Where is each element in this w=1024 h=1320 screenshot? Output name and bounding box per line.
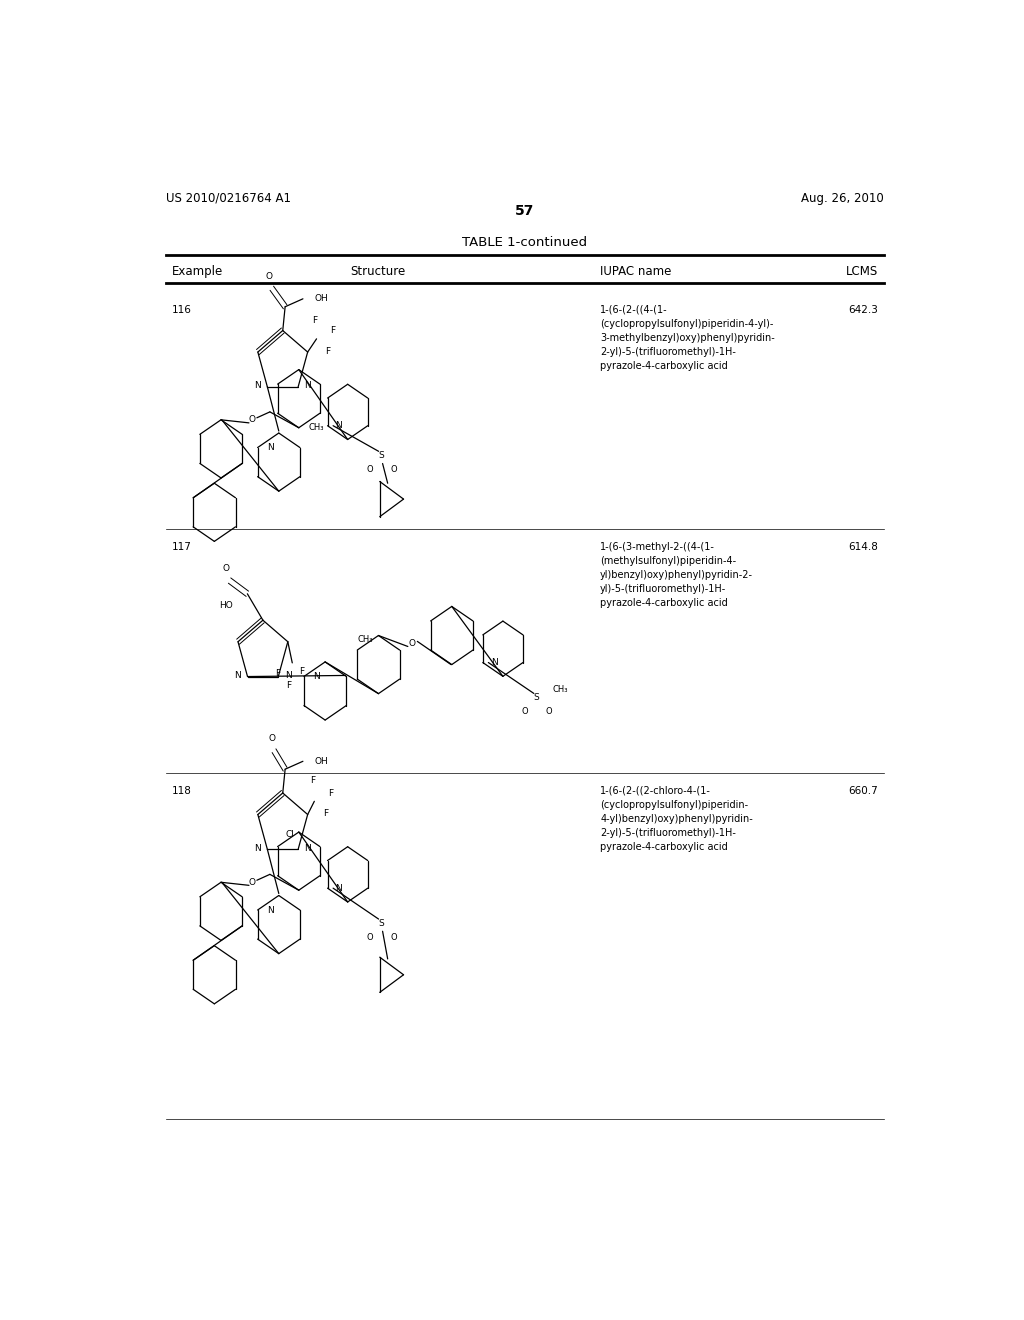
Text: N: N xyxy=(267,906,273,915)
Text: 57: 57 xyxy=(515,205,535,218)
Text: O: O xyxy=(268,734,275,743)
Text: Aug. 26, 2010: Aug. 26, 2010 xyxy=(801,191,884,205)
Text: IUPAC name: IUPAC name xyxy=(600,265,672,279)
Text: CH₃: CH₃ xyxy=(552,685,567,694)
Text: 1-(6-(2-((4-(1-
(cyclopropylsulfonyl)piperidin-4-yl)-
3-methylbenzyl)oxy)phenyl): 1-(6-(2-((4-(1- (cyclopropylsulfonyl)pip… xyxy=(600,305,775,371)
Text: N: N xyxy=(285,671,292,680)
Text: F: F xyxy=(275,668,281,677)
Text: O: O xyxy=(522,708,528,717)
Text: 117: 117 xyxy=(172,541,191,552)
Text: O: O xyxy=(249,416,256,424)
Text: F: F xyxy=(299,667,304,676)
Text: S: S xyxy=(378,451,384,459)
Text: LCMS: LCMS xyxy=(846,265,878,279)
Text: F: F xyxy=(330,326,335,335)
Text: OH: OH xyxy=(314,294,328,304)
Text: F: F xyxy=(286,681,291,690)
Text: 660.7: 660.7 xyxy=(848,785,878,796)
Text: O: O xyxy=(367,933,373,942)
Text: N: N xyxy=(313,672,321,681)
Text: Cl: Cl xyxy=(286,830,295,840)
Text: S: S xyxy=(378,919,384,928)
Text: HO: HO xyxy=(219,602,233,610)
Text: N: N xyxy=(254,381,261,391)
Text: 614.8: 614.8 xyxy=(848,541,878,552)
Text: 118: 118 xyxy=(172,785,191,796)
Text: O: O xyxy=(546,708,552,717)
Text: 116: 116 xyxy=(172,305,191,314)
Text: 1-(6-(2-((2-chloro-4-(1-
(cyclopropylsulfonyl)piperidin-
4-yl)benzyl)oxy)phenyl): 1-(6-(2-((2-chloro-4-(1- (cyclopropylsul… xyxy=(600,785,753,851)
Text: N: N xyxy=(304,843,311,853)
Text: Example: Example xyxy=(172,265,223,279)
Text: N: N xyxy=(234,671,242,680)
Text: S: S xyxy=(534,693,539,702)
Text: Structure: Structure xyxy=(350,265,406,279)
Text: N: N xyxy=(267,444,273,451)
Text: O: O xyxy=(265,272,272,281)
Text: F: F xyxy=(328,788,333,797)
Text: O: O xyxy=(390,465,397,474)
Text: TABLE 1-continued: TABLE 1-continued xyxy=(462,236,588,248)
Text: OH: OH xyxy=(314,756,328,766)
Text: O: O xyxy=(409,639,416,648)
Text: N: N xyxy=(490,657,498,667)
Text: F: F xyxy=(312,315,317,325)
Text: N: N xyxy=(336,421,342,430)
Text: N: N xyxy=(304,381,311,391)
Text: N: N xyxy=(336,883,342,892)
Text: N: N xyxy=(254,843,261,853)
Text: 1-(6-(3-methyl-2-((4-(1-
(methylsulfonyl)piperidin-4-
yl)benzyl)oxy)phenyl)pyrid: 1-(6-(3-methyl-2-((4-(1- (methylsulfonyl… xyxy=(600,541,754,607)
Text: O: O xyxy=(222,564,229,573)
Text: 642.3: 642.3 xyxy=(848,305,878,314)
Text: US 2010/0216764 A1: US 2010/0216764 A1 xyxy=(166,191,291,205)
Text: O: O xyxy=(367,465,373,474)
Text: F: F xyxy=(325,347,330,355)
Text: CH₃: CH₃ xyxy=(308,422,324,432)
Text: O: O xyxy=(249,878,256,887)
Text: F: F xyxy=(310,776,315,785)
Text: O: O xyxy=(390,933,397,942)
Text: F: F xyxy=(323,809,328,818)
Text: CH₃: CH₃ xyxy=(357,635,373,644)
